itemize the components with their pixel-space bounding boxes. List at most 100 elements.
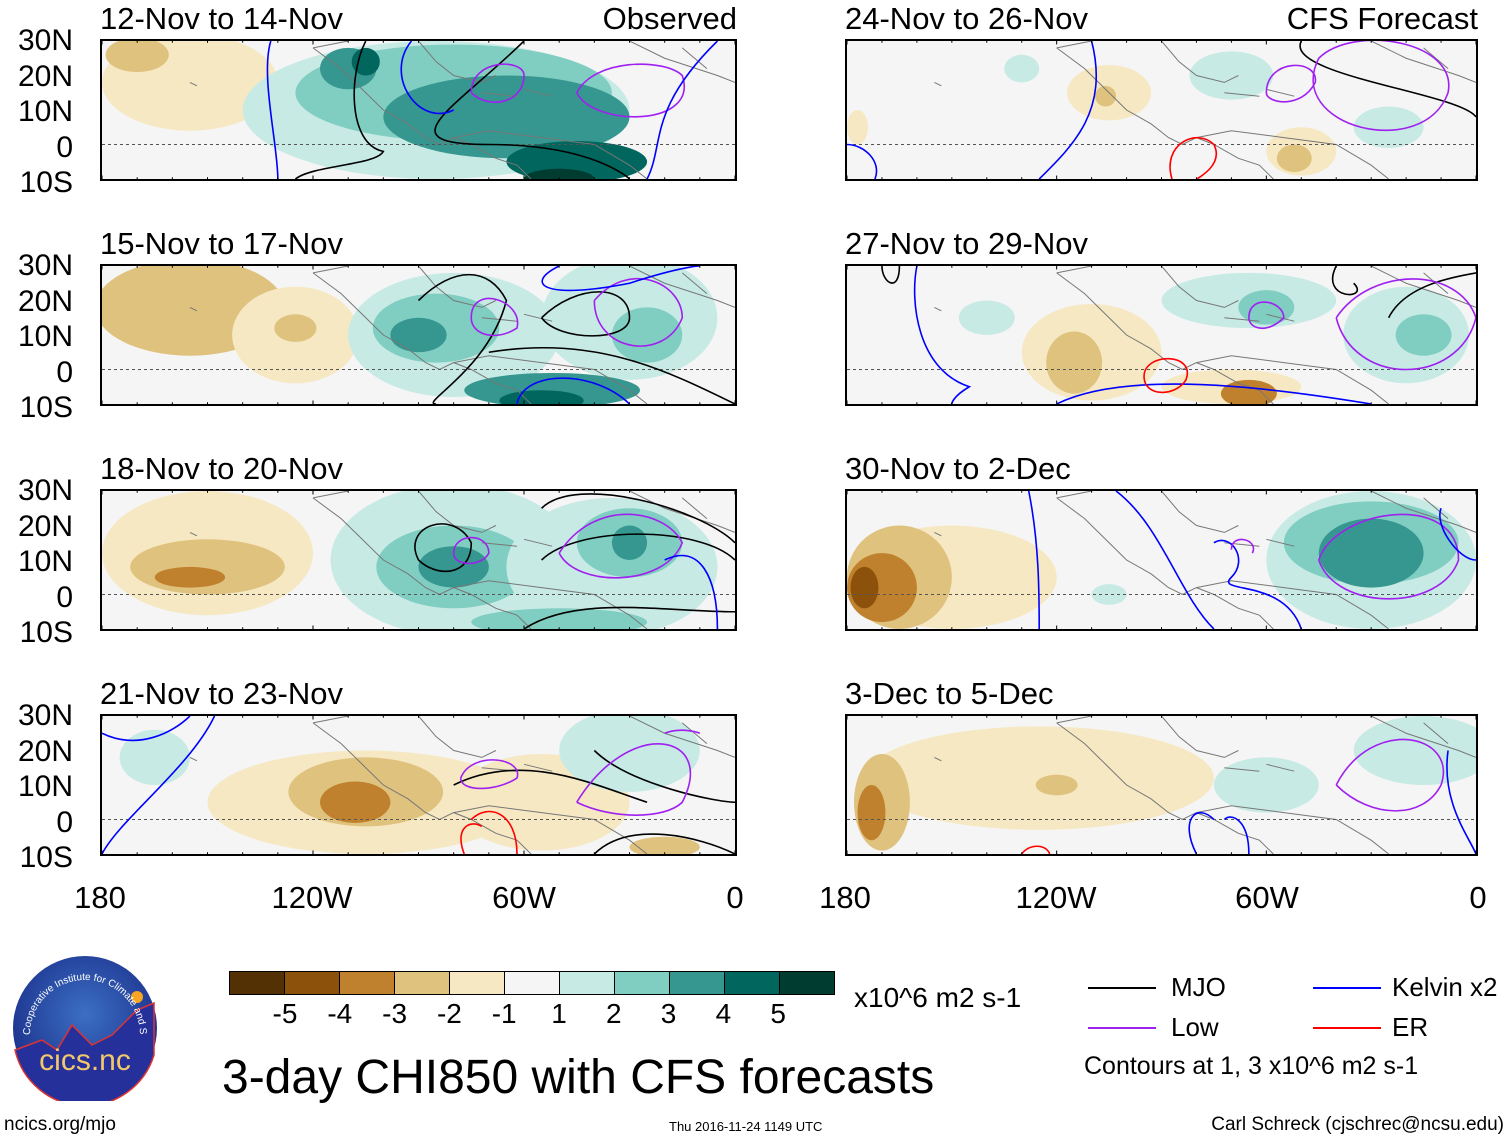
lon-label: 60W [1235,880,1299,915]
panel-title: 18-Nov to 20-Nov [100,451,343,486]
contour-line [1336,279,1476,370]
contour-line [1214,540,1301,629]
anomaly-shading [1095,85,1117,107]
anomaly-shading [1238,290,1295,325]
colorbar-tick-label: -4 [327,998,353,1029]
contour-line [882,266,899,283]
map-plot [100,489,737,631]
legend-label-mjo: MJO [1171,972,1226,1002]
timestamp: Thu 2016-11-24 1149 UTC [669,1119,823,1134]
map-panel: 12-Nov to 14-Nov Observed [100,1,737,181]
legend-swatch-er [1313,1027,1381,1029]
map-panel: 27-Nov to 29-Nov [845,226,1478,406]
contour-line [471,64,524,102]
contour-line [542,266,700,290]
contour-line [665,556,718,629]
chart-title: 3-day CHI850 with CFS forecasts [222,1051,935,1104]
credit: Carl Schreck (cjschrec@ncsu.edu) [1211,1114,1504,1135]
contour-line [1116,491,1214,629]
lon-label: 0 [1469,880,1487,915]
lat-label: 10N [17,320,73,353]
source-url[interactable]: ncics.org/mjo [4,1114,116,1135]
legend-swatch-mjo [1088,987,1156,989]
anomaly-shading [1189,51,1274,100]
anomaly-shading [351,47,380,76]
contour-line [489,348,735,404]
lat-label: 0 [56,355,73,389]
contour-line [435,41,629,179]
contour-line [647,41,717,179]
lat-label: 20N [17,284,73,318]
anomaly-shading [1395,314,1452,356]
colorbar [229,971,835,995]
anomaly-shading [1213,757,1319,813]
panel-label: CFS Forecast [1286,1,1478,36]
contour-line [542,534,735,560]
anomaly-shading [611,525,648,560]
map-panel: 3-Dec to 5-Dec [845,676,1478,856]
contour-line [1319,514,1459,598]
panel-title: 21-Nov to 23-Nov [100,676,343,711]
legend-swatch-kelvin [1313,987,1381,989]
anomaly-shading [130,539,285,595]
anomaly-shading [629,836,700,854]
contour-line [594,279,682,346]
colorbar-tick-label: 4 [715,998,732,1029]
anomaly-shading [320,781,391,823]
lat-label: 10S [19,166,73,199]
lon-label: 180 [819,880,871,915]
contour-line [102,716,215,854]
logo: Cooperative Institute for Climate and Sa… [9,947,158,1107]
contour-line [415,524,471,571]
contour-line [1389,273,1476,318]
contour-line [1249,302,1284,328]
contour-line [1333,266,1358,295]
map-panel: 24-Nov to 26-Nov CFS Forecast [845,1,1478,181]
lat-label: 0 [56,580,73,614]
contour-line [1189,813,1214,854]
anomaly-shading [154,566,226,588]
contour-line [419,275,507,404]
map-panel: 18-Nov to 20-Nov [100,451,737,631]
contour-line [524,607,735,629]
legend-label-er: ER [1392,1012,1429,1042]
anomaly-shading [611,307,683,363]
contour-line [267,41,277,179]
legend-label-low: Low [1171,1012,1219,1042]
anomaly-shading [1318,518,1424,588]
coastline [934,716,1476,854]
map-plot [100,714,737,856]
anomaly-shading [390,317,447,353]
contour-line [594,751,735,803]
colorbar-tick-label: 1 [551,998,567,1029]
anomaly-shading [105,41,169,73]
panel-label: Observed [602,1,737,36]
colorbar-units: x10^6 m2 s-1 [854,982,1022,1013]
contour-line [1300,41,1476,117]
legend-label-kelvin: Kelvin x2 [1392,972,1498,1002]
map-plot [845,714,1478,856]
lat-label: 10N [17,770,73,803]
lat-label: 20N [17,734,73,768]
colorbar-swatch [670,972,725,994]
lat-label: 30N [17,474,73,507]
contour-line [1029,491,1039,629]
colorbar-swatch [505,972,560,994]
lat-label: 0 [56,805,73,839]
anomaly-shading [1353,716,1476,785]
colorbar-swatch [285,972,340,994]
anomaly-shading [847,110,868,145]
colorbar-swatch [780,972,834,994]
anomaly-shading [1035,774,1078,796]
colorbar-swatch [725,972,780,994]
contour-line [559,514,682,578]
coastline [934,41,1476,179]
panel-title: 12-Nov to 14-Nov [100,1,343,36]
lat-label: 10N [17,95,73,128]
panel-title: 30-Nov to 2-Dec [845,451,1071,486]
contour-line [295,41,383,179]
anomaly-shading [383,75,630,159]
colorbar-tick-label: -1 [491,998,517,1029]
colorbar-tick-label: -5 [272,998,298,1029]
lon-label: 120W [1015,880,1097,915]
